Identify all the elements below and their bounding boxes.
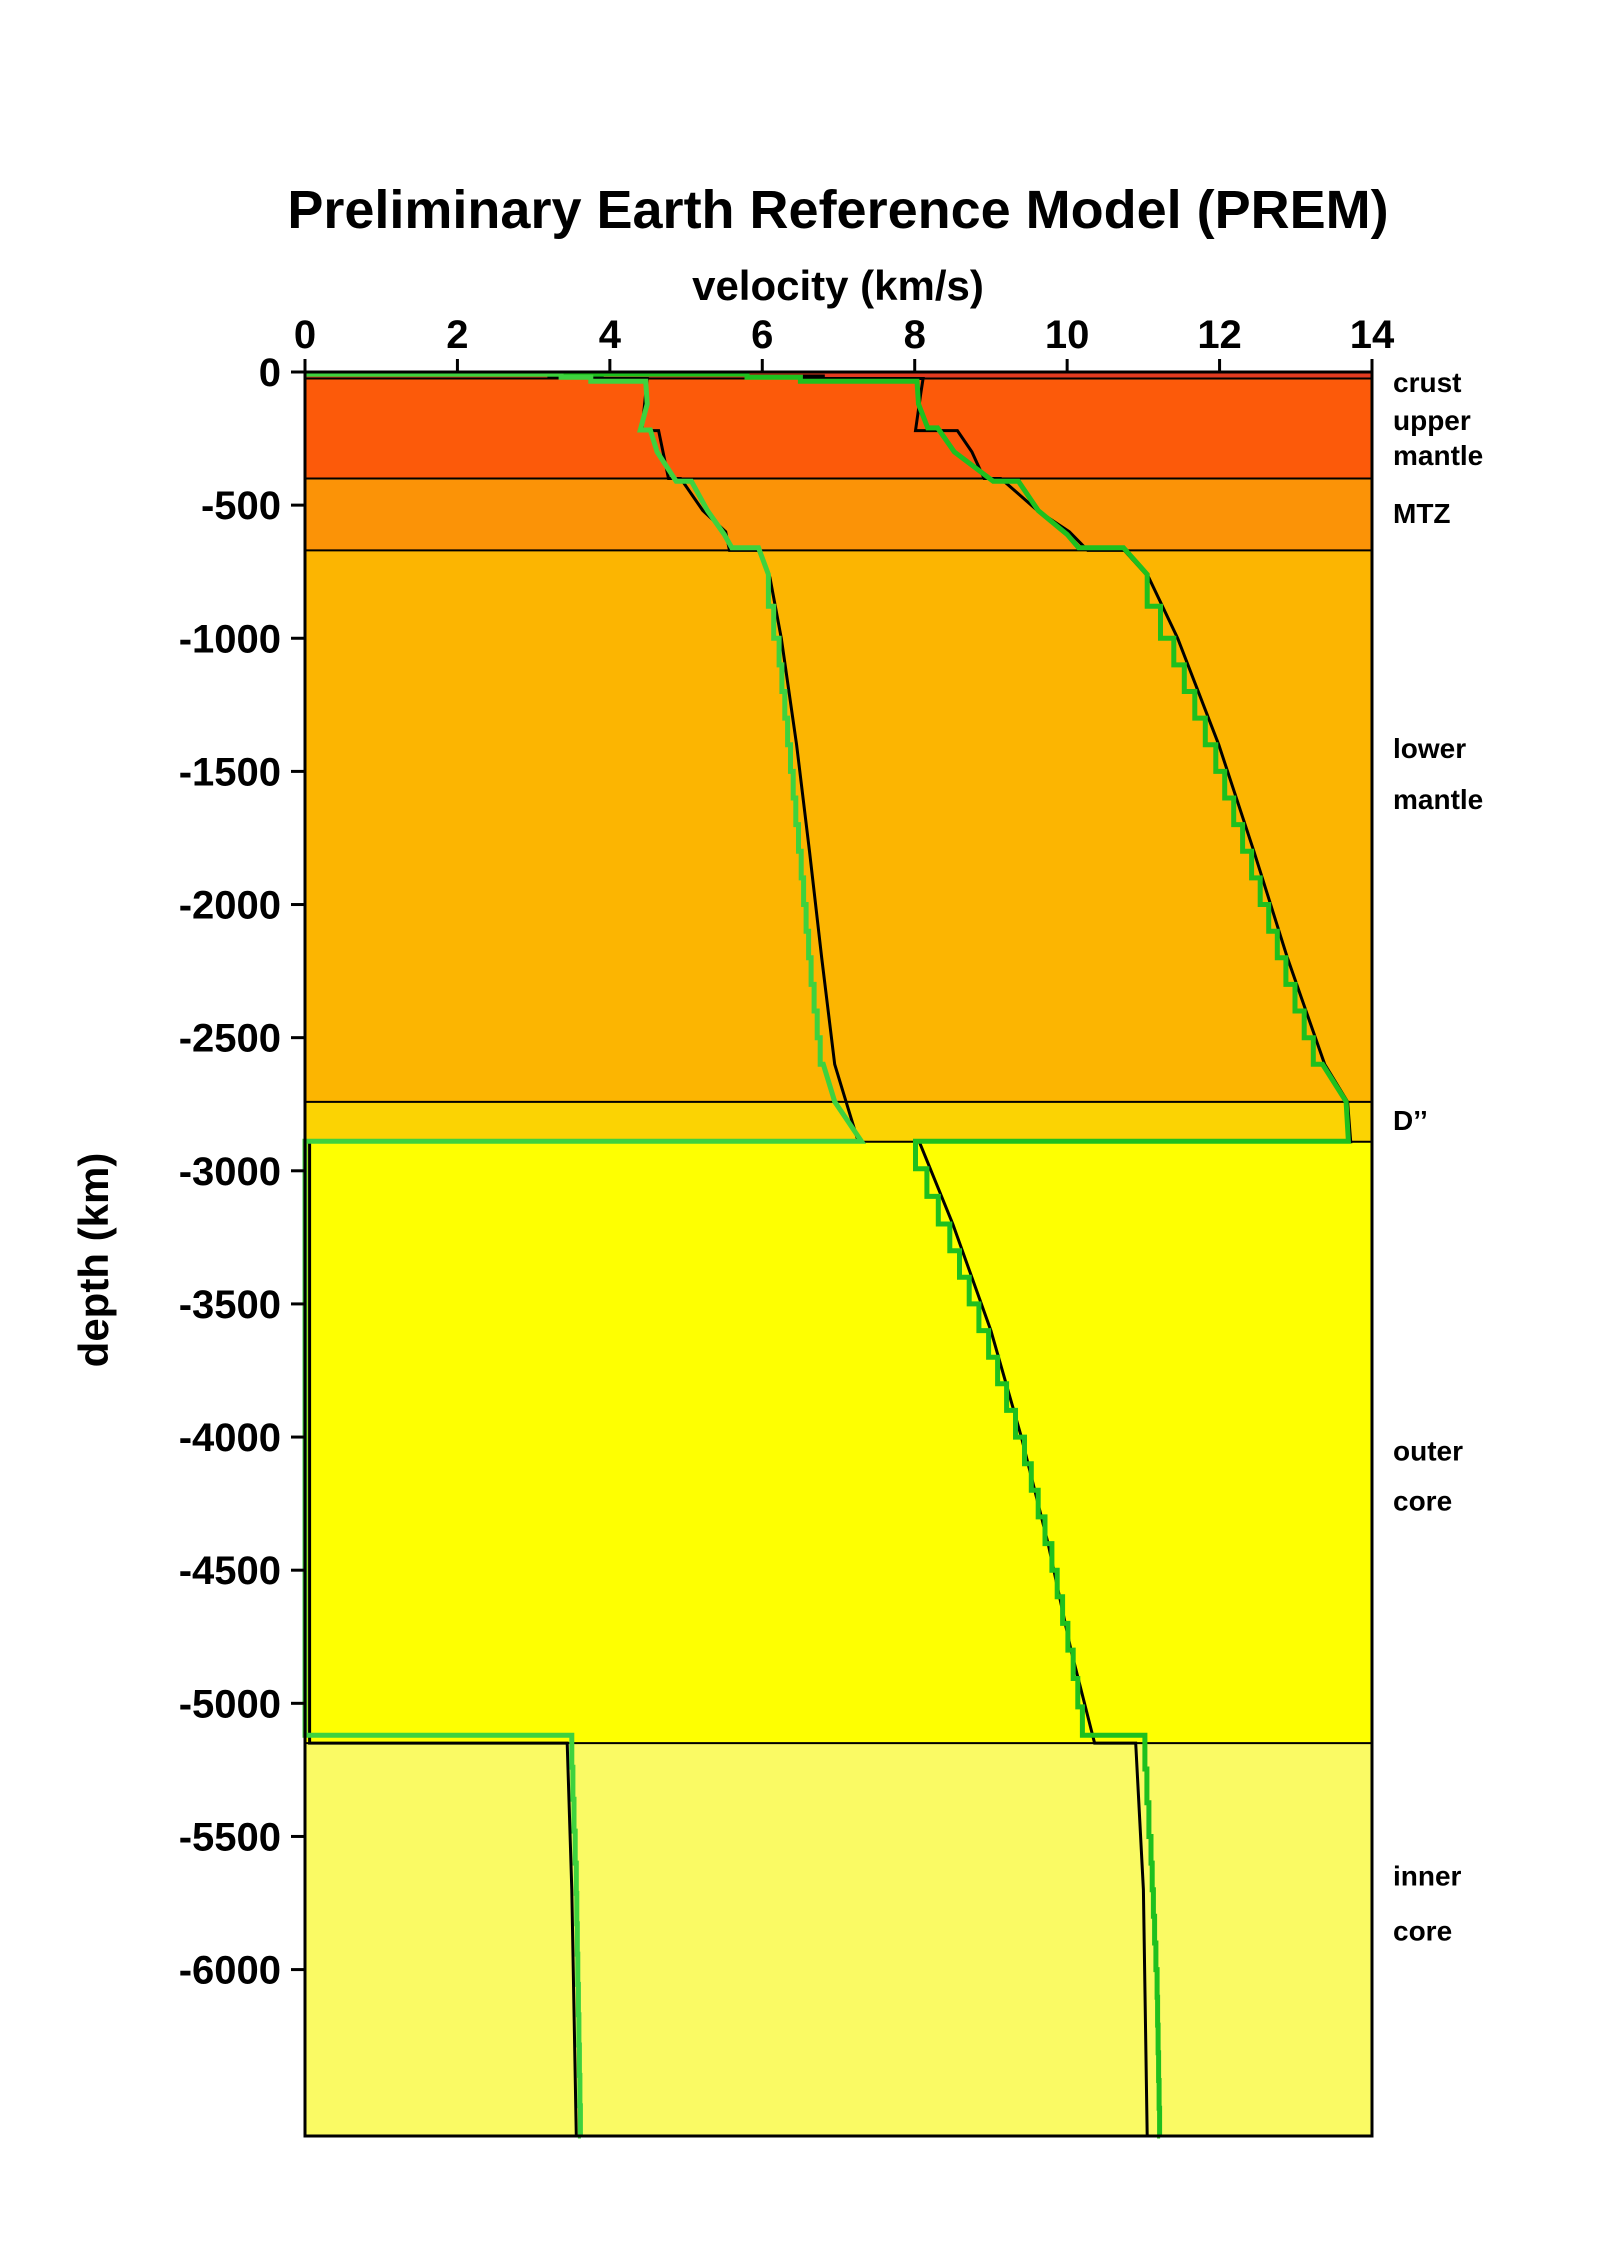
layer-band-upper-mantle xyxy=(305,378,1372,479)
x-tick-label: 0 xyxy=(294,313,316,357)
x-tick-label: 8 xyxy=(904,313,926,357)
y-tick-label: -4000 xyxy=(179,1416,281,1460)
layer-band-inner-core xyxy=(305,1743,1372,2136)
layer-label: mantle xyxy=(1393,440,1483,471)
layer-band-outer-core xyxy=(305,1141,1372,1744)
layer-label: lower xyxy=(1393,733,1466,764)
y-tick-label: -1500 xyxy=(179,750,281,794)
y-tick-label: -3000 xyxy=(179,1150,281,1194)
x-tick-label: 4 xyxy=(599,313,622,357)
curve-vp-green xyxy=(305,371,1352,2139)
layer-label: outer xyxy=(1393,1435,1463,1466)
y-tick-label: -500 xyxy=(201,484,281,528)
y-tick-label: -1000 xyxy=(179,617,281,661)
x-axis-label: velocity (km/s) xyxy=(692,262,984,309)
chart-title: Preliminary Earth Reference Model (PREM) xyxy=(287,180,1388,240)
layer-label: upper xyxy=(1393,405,1471,436)
y-tick-label: -4500 xyxy=(179,1549,281,1593)
layer-label: core xyxy=(1393,1916,1452,1947)
curve-vs-green xyxy=(302,371,867,2139)
layer-label: inner xyxy=(1393,1861,1462,1892)
x-tick-label: 6 xyxy=(751,313,773,357)
layer-label: MTZ xyxy=(1393,498,1451,529)
layer-label: mantle xyxy=(1393,784,1483,815)
y-tick-label: -3500 xyxy=(179,1283,281,1327)
layer-label: D’’ xyxy=(1393,1105,1428,1136)
layer-label: core xyxy=(1393,1485,1452,1516)
layer-band-crust xyxy=(305,372,1372,379)
y-tick-label: -5000 xyxy=(179,1682,281,1726)
plot-frame xyxy=(303,370,1374,2138)
layer-band-mtz xyxy=(305,478,1372,551)
y-tick-label: -2000 xyxy=(179,884,281,928)
x-tick-label: 10 xyxy=(1045,313,1090,357)
y-tick-label: 0 xyxy=(259,351,281,395)
y-tick-label: -2500 xyxy=(179,1017,281,1061)
layer-band-lower-mantle xyxy=(305,550,1372,1102)
x-tick-label: 12 xyxy=(1197,313,1242,357)
layer-label: crust xyxy=(1393,367,1461,398)
x-tick-label: 2 xyxy=(446,313,468,357)
y-tick-label: -6000 xyxy=(179,1949,281,1993)
y-axis-label: depth (km) xyxy=(70,1153,117,1368)
x-tick-label: 14 xyxy=(1350,313,1395,357)
y-tick-label: -5500 xyxy=(179,1815,281,1859)
